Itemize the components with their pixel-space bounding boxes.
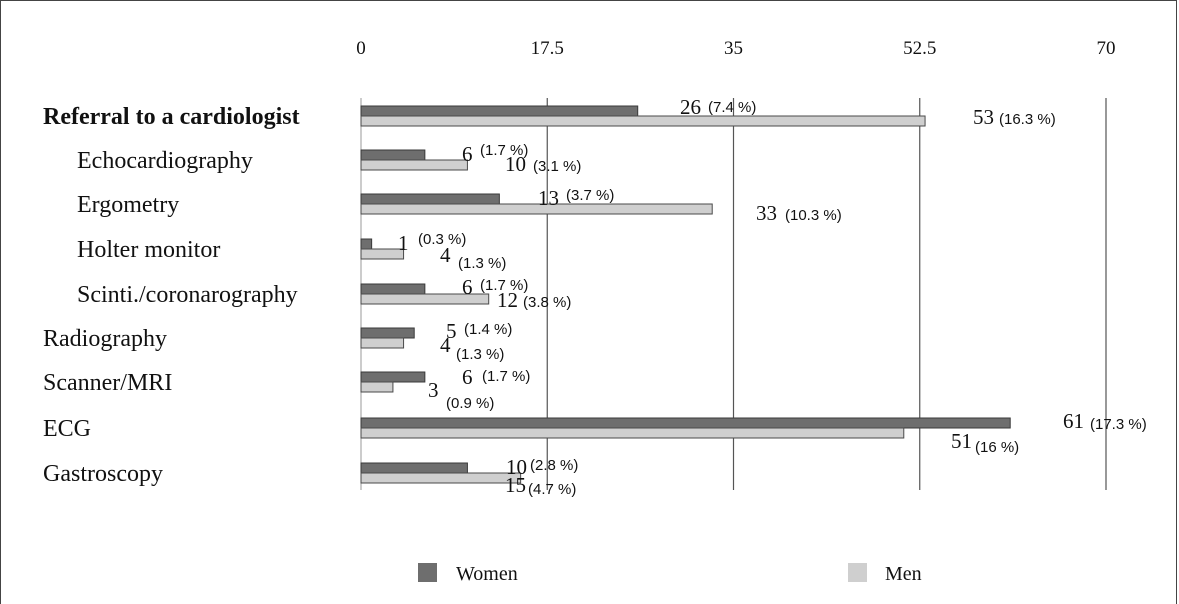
bar-women	[360, 327, 415, 339]
legend-label-women: Women	[456, 563, 518, 585]
women-value-label: 61	[1063, 409, 1084, 433]
category-label: Ergometry	[77, 192, 179, 218]
bar-men	[360, 293, 490, 305]
men-percent-label: (16.3 %)	[999, 111, 1056, 128]
bar-men	[360, 159, 468, 171]
men-value-label: 4	[440, 243, 451, 267]
men-percent-label: (0.9 %)	[446, 395, 494, 412]
bar-women	[360, 149, 426, 161]
women-percent-label: (0.3 %)	[418, 231, 466, 248]
bar-men	[360, 427, 905, 439]
men-value-label: 3	[428, 378, 439, 402]
women-value-label: 5	[446, 319, 457, 343]
category-label: Echocardiography	[77, 148, 253, 174]
legend-swatch-men	[848, 563, 867, 582]
men-value-label: 15	[505, 473, 526, 497]
women-value-label: 26	[680, 95, 701, 119]
category-label: Scinti./coronarography	[77, 282, 298, 308]
bar-men	[360, 472, 522, 484]
bar-women	[360, 193, 500, 205]
bar-men	[360, 381, 394, 393]
x-tick-label: 0	[356, 38, 366, 59]
men-percent-label: (1.3 %)	[456, 346, 504, 363]
men-percent-label: (16 %)	[975, 439, 1019, 456]
category-label: Holter monitor	[77, 237, 220, 263]
bar-women	[360, 462, 468, 474]
men-value-label: 10	[505, 152, 526, 176]
women-percent-label: (17.3 %)	[1090, 416, 1147, 433]
bar-men	[360, 337, 405, 349]
category-label: Radiography	[43, 326, 167, 352]
women-percent-label: (2.8 %)	[530, 457, 578, 474]
x-tick-label: 35	[724, 38, 743, 59]
category-label: Gastroscopy	[43, 461, 163, 487]
women-value-label: 13	[538, 186, 559, 210]
x-tick-label: 70	[1097, 38, 1116, 59]
women-value-label: 6	[462, 365, 473, 389]
men-percent-label: (1.3 %)	[458, 255, 506, 272]
women-percent-label: (3.7 %)	[566, 187, 614, 204]
women-percent-label: (1.4 %)	[464, 321, 512, 338]
women-percent-label: (7.4 %)	[708, 99, 756, 116]
men-value-label: 12	[497, 288, 518, 312]
women-value-label: 6	[462, 142, 473, 166]
bar-men	[360, 203, 713, 215]
category-label: Scanner/MRI	[43, 370, 172, 396]
men-value-label: 53	[973, 105, 994, 129]
category-label: Referral to a cardiologist	[43, 104, 300, 130]
men-percent-label: (3.1 %)	[533, 158, 581, 175]
bar-men	[360, 248, 405, 260]
bar-women	[360, 417, 1011, 429]
bar-women	[360, 371, 426, 383]
bar-men	[360, 115, 926, 127]
bar-women	[360, 238, 373, 250]
category-label: ECG	[43, 416, 91, 442]
x-tick-label: 17.5	[531, 38, 564, 59]
women-percent-label: (1.7 %)	[480, 142, 528, 159]
women-value-label: 6	[462, 275, 473, 299]
women-value-label: 10	[506, 455, 527, 479]
men-percent-label: (3.8 %)	[523, 294, 571, 311]
men-value-label: 33	[756, 201, 777, 225]
women-percent-label: (1.7 %)	[480, 277, 528, 294]
men-percent-label: (4.7 %)	[528, 481, 576, 498]
x-tick-label: 52.5	[903, 38, 936, 59]
legend-swatch-women	[418, 563, 437, 582]
men-percent-label: (10.3 %)	[785, 207, 842, 224]
bar-women	[360, 105, 639, 117]
legend-label-men: Men	[885, 563, 922, 585]
men-value-label: 4	[440, 333, 451, 357]
women-percent-label: (1.7 %)	[482, 368, 530, 385]
bar-women	[360, 283, 426, 295]
women-value-label: 1	[398, 231, 409, 255]
men-value-label: 51	[951, 429, 972, 453]
